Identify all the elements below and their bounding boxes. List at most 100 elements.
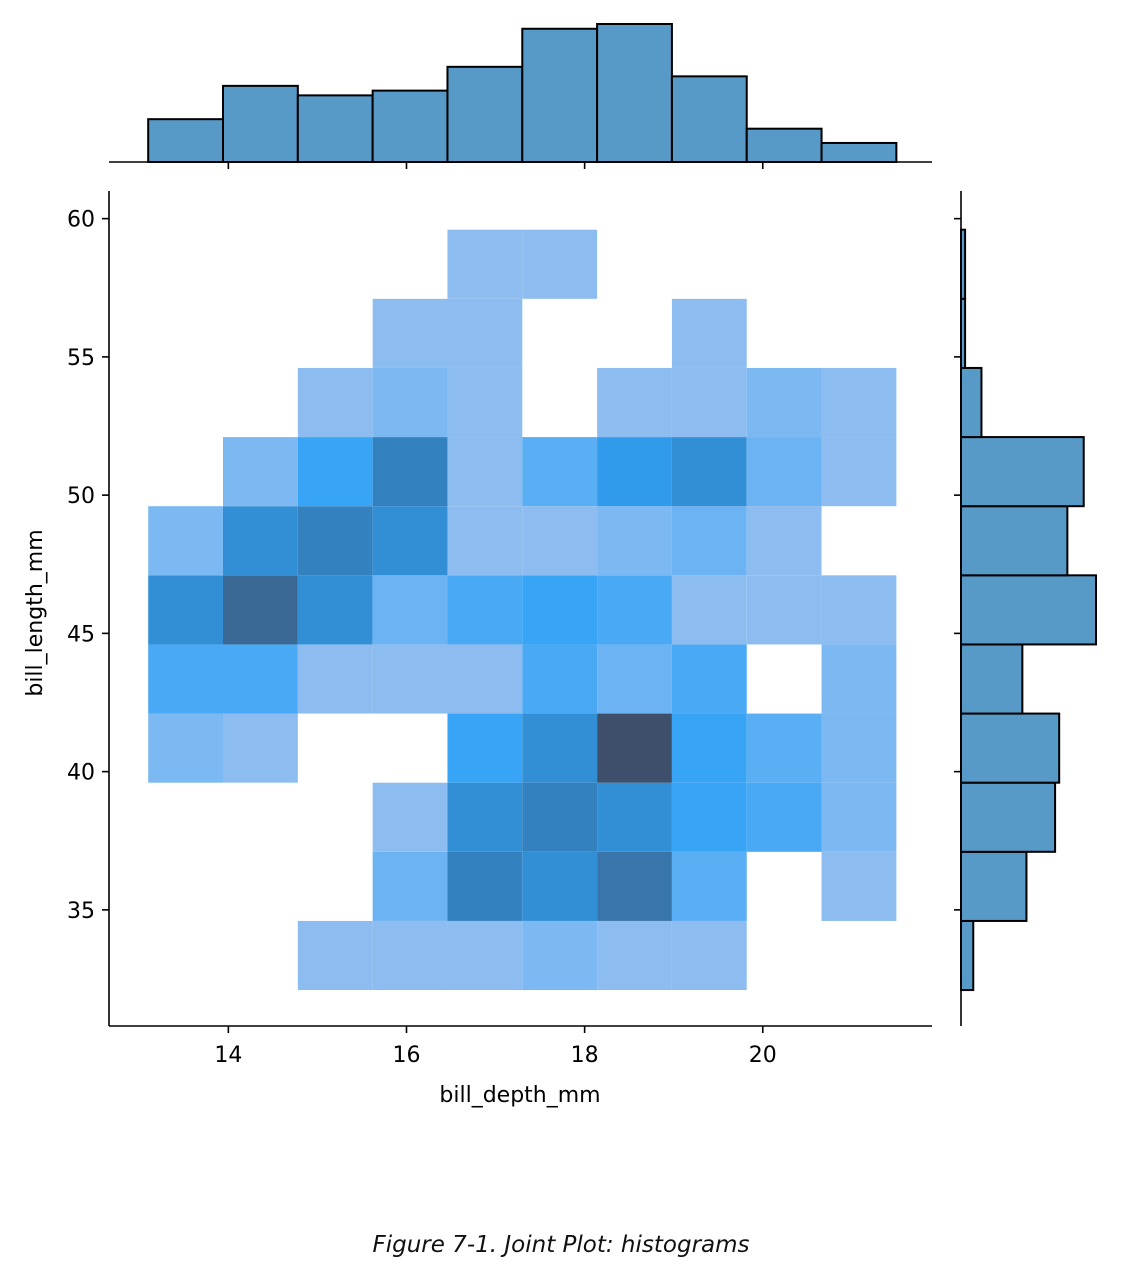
top-histogram-bar [147, 118, 225, 164]
heatmap-cell [372, 367, 448, 438]
heatmap-cell [597, 575, 672, 645]
heatmap-cell [372, 298, 448, 368]
y-tick-label: 35 [67, 899, 95, 924]
right-histogram-bar [960, 505, 1069, 577]
heatmap-cell [522, 920, 598, 991]
heatmap-cell [671, 298, 747, 368]
heatmap-cell [223, 437, 298, 507]
heatmap-cell [522, 644, 598, 714]
heatmap-cell [821, 782, 897, 852]
right-histogram-bar [960, 366, 983, 439]
heatmap-cell [447, 506, 523, 576]
right-histogram-bar [960, 712, 1061, 784]
heatmap-cell [746, 367, 822, 438]
heatmap-cell [597, 367, 672, 438]
heatmap-cell [372, 575, 448, 645]
top-histogram-bar [446, 65, 524, 163]
heatmap-cell [746, 506, 822, 576]
heatmap-cell [821, 644, 897, 714]
top-histogram-bar [596, 23, 673, 163]
heatmap-cell [223, 506, 298, 576]
heatmap-cell [447, 920, 523, 991]
heatmap-cell [597, 920, 672, 991]
y-tick-label: 45 [67, 622, 95, 647]
top-histogram-bar [745, 127, 823, 163]
right-histogram-bar [960, 781, 1057, 853]
heatmap-cell [447, 782, 523, 852]
x-tick-label: 14 [214, 1043, 242, 1068]
heatmap-cell [522, 506, 598, 576]
right-marginal-histogram [960, 228, 1097, 992]
heatmap-cell [746, 575, 822, 645]
heatmap-cell [746, 782, 822, 852]
heatmap-cell [821, 437, 897, 507]
right-histogram-bar [960, 436, 1085, 508]
heatmap-cell [297, 575, 373, 645]
heatmap-cell [148, 575, 224, 645]
y-tick-label: 50 [67, 484, 95, 509]
heatmap-cell [597, 506, 672, 576]
heatmap-cell [746, 713, 822, 783]
top-histogram-bar [521, 27, 599, 163]
heatmap-cell [372, 644, 448, 714]
heatmap-cell [522, 713, 598, 783]
heatmap-cell [821, 367, 897, 438]
figure-caption: Figure 7-1. Joint Plot: histograms [372, 1232, 750, 1258]
heatmap-cell [597, 851, 672, 921]
heatmap-cell [223, 713, 298, 783]
heatmap-cell [671, 920, 747, 991]
right-histogram-bar [960, 643, 1024, 715]
heatmap-cell [671, 506, 747, 576]
heatmap-cell [447, 229, 523, 299]
heatmap-cell [522, 437, 598, 507]
heatmap-cell [522, 575, 598, 645]
heatmap-cell [597, 782, 672, 852]
heatmap-cell [597, 437, 672, 507]
top-marginal-histogram [147, 23, 898, 164]
y-tick-label: 60 [67, 208, 95, 233]
y-tick-label: 40 [67, 761, 95, 786]
x-axis-label: bill_depth_mm [439, 1083, 600, 1108]
heatmap-cell [297, 644, 373, 714]
heatmap-cell [148, 713, 224, 783]
y-tick-label: 55 [67, 346, 95, 371]
heatmap-cell [671, 713, 747, 783]
heatmap-cell [671, 644, 747, 714]
heatmap-cell [223, 644, 298, 714]
heatmap-cell [671, 782, 747, 852]
heatmap-cell [148, 644, 224, 714]
right-histogram-bar [960, 919, 975, 992]
heatmap-cell [522, 782, 598, 852]
heatmap-cell [821, 851, 897, 921]
heatmap-cell [447, 713, 523, 783]
top-histogram-bar [670, 75, 748, 163]
top-histogram-bar [222, 84, 299, 163]
heatmap-cell [223, 575, 298, 645]
heatmap-cell [671, 851, 747, 921]
tick-marks: 14 16 18 20 35 40 45 50 55 60 [67, 162, 961, 1068]
heatmap-cell [372, 851, 448, 921]
heatmap-cell [372, 506, 448, 576]
heatmap-cell [297, 920, 373, 991]
heatmap-cell [372, 437, 448, 507]
heatmap-cell [522, 851, 598, 921]
y-axis-label: bill_length_mm [23, 529, 48, 696]
heatmap-cell [597, 644, 672, 714]
heatmap-cell [821, 575, 897, 645]
right-histogram-bar [960, 850, 1028, 922]
top-histogram-bar [296, 94, 374, 163]
heatmap-cell [372, 782, 448, 852]
heatmap-cell [522, 229, 598, 299]
heatmap-cells [148, 229, 897, 991]
heatmap-cell [597, 713, 672, 783]
heatmap-cell [746, 437, 822, 507]
heatmap-cell [447, 298, 523, 368]
top-histogram-bar [820, 141, 898, 163]
heatmap-cell [671, 437, 747, 507]
heatmap-cell [447, 851, 523, 921]
heatmap-cell [447, 644, 523, 714]
heatmap-cell [297, 506, 373, 576]
x-tick-label: 20 [749, 1043, 777, 1068]
top-histogram-bar [371, 89, 449, 163]
heatmap-cell [447, 575, 523, 645]
